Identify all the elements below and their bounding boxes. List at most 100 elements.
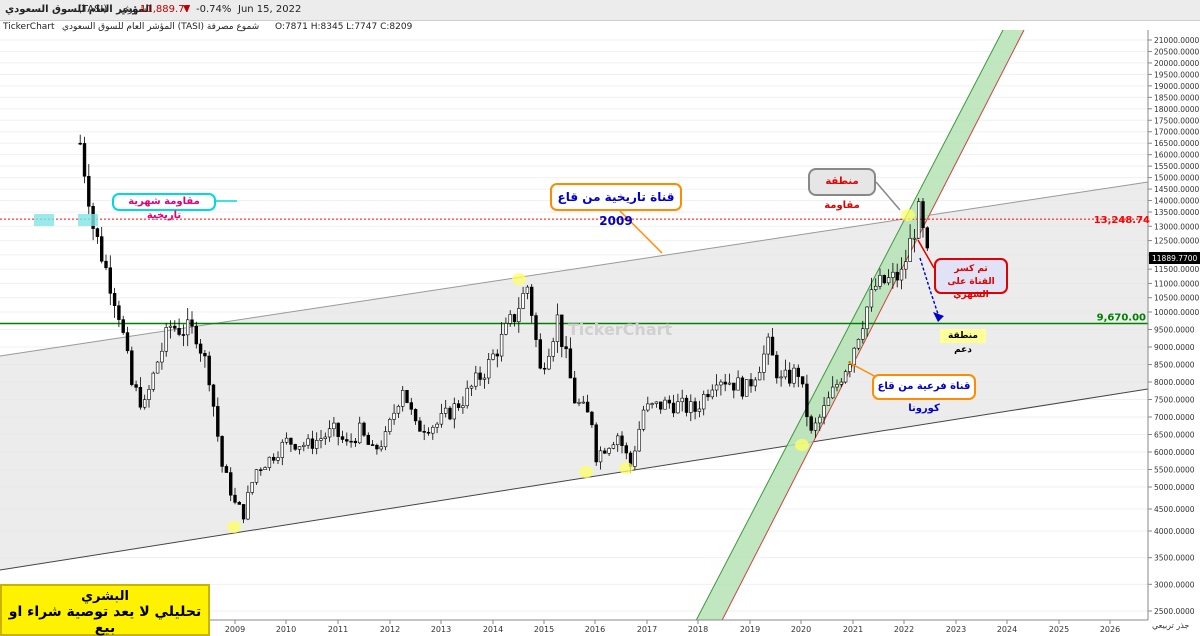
candle-body-94 — [482, 377, 487, 380]
candle-body-171 — [813, 422, 818, 431]
candle-body-51 — [297, 446, 302, 450]
candle-body-2 — [87, 175, 91, 207]
candle-body-73 — [392, 412, 396, 420]
corona-channel-upper[interactable] — [687, 29, 1004, 636]
candle-body-153 — [736, 377, 740, 391]
candle-body-116 — [577, 402, 581, 404]
candle-body-40 — [250, 482, 254, 493]
candle-body-98 — [499, 333, 504, 357]
candle-body-161 — [770, 336, 775, 356]
candle-body-145 — [701, 394, 706, 410]
historic-resistance-callout: مقاومة شهرية تاريخية — [112, 193, 216, 221]
candle-body-193 — [908, 238, 912, 262]
candle-body-27 — [194, 325, 198, 345]
candle-body-36 — [233, 494, 237, 503]
y-tick-label-7: 17500.0000 — [1154, 116, 1200, 125]
touch-highlight-5 — [901, 209, 915, 221]
candle-body-9 — [117, 305, 121, 320]
historic-resistance-text: مقاومة شهرية تاريخية — [128, 196, 200, 221]
x-tick-label-5: 2014 — [483, 625, 503, 634]
candle-body-182 — [861, 328, 865, 340]
author-name: البشري — [81, 589, 129, 604]
x-tick-label-9: 2018 — [688, 625, 708, 634]
candle-body-169 — [805, 383, 809, 418]
candle-body-136 — [663, 399, 667, 410]
ohlc-readout: O:7871 H:8345 L:7747 C:8209 — [275, 22, 413, 32]
channel-2009-text: قناة تاريخية من قاع 2009 — [557, 190, 675, 228]
x-tick-label-11: 2020 — [791, 625, 811, 634]
candle-body-129 — [633, 450, 637, 467]
candle-body-41 — [254, 469, 259, 483]
candle-body-180 — [852, 347, 856, 365]
candle-body-109 — [547, 355, 551, 370]
candle-body-133 — [650, 403, 654, 405]
candle-body-93 — [478, 372, 482, 380]
candle-body-11 — [125, 332, 130, 352]
candle-body-38 — [241, 504, 246, 520]
candle-body-187 — [882, 275, 887, 284]
y-tick-label-27: 7500.0000 — [1154, 396, 1195, 405]
candle-body-134 — [654, 401, 659, 404]
y-tick-label-16: 13000.0000 — [1154, 222, 1200, 231]
scale-mode-label[interactable]: جذر تربيعي — [1152, 621, 1190, 630]
candle-body-160 — [766, 336, 770, 355]
candle-body-122 — [603, 450, 607, 454]
candle-body-106 — [534, 315, 538, 340]
candle-body-48 — [284, 437, 289, 443]
candle-body-188 — [886, 277, 891, 284]
candle-body-30 — [207, 355, 211, 386]
candle-body-130 — [637, 429, 641, 452]
candle-body-39 — [246, 492, 250, 520]
y-axis-panel — [1148, 30, 1200, 620]
candle-body-47 — [280, 441, 284, 458]
candle-body-112 — [560, 314, 564, 347]
x-tick-label-3: 2012 — [380, 625, 400, 634]
projection-arrow — [919, 257, 939, 315]
candle-body-1 — [82, 143, 87, 177]
candle-body-78 — [413, 408, 418, 422]
candle-body-85 — [443, 407, 448, 414]
candle-body-164 — [783, 369, 788, 378]
period-label[interactable]: شهري — [120, 4, 147, 15]
y-tick-label-2: 20000.0000 — [1154, 59, 1200, 68]
candle-body-178 — [843, 371, 848, 383]
candle-body-104 — [525, 286, 530, 294]
x-tick-label-8: 2017 — [637, 625, 657, 634]
resistance-highlight-0 — [34, 214, 54, 226]
candle-body-31 — [211, 384, 216, 407]
candle-body-89 — [461, 405, 465, 408]
candle-body-88 — [456, 403, 461, 408]
candle-body-15 — [143, 399, 147, 408]
candle-body-181 — [856, 339, 861, 349]
candle-body-191 — [899, 268, 904, 281]
historic-channel-upper[interactable] — [0, 181, 1149, 357]
support-level-label: 9,670.00 — [1097, 313, 1146, 324]
resistance-level-label: 13,248.74 — [1094, 215, 1150, 226]
touch-highlight-1 — [579, 466, 593, 478]
candle-body-52 — [302, 444, 306, 447]
candle-body-99 — [504, 323, 508, 335]
y-tick-label-28: 7000.0000 — [1154, 413, 1195, 422]
candle-body-195 — [916, 201, 921, 239]
info-bar: TickerChart المؤشر العام للسوق السعودي (… — [0, 21, 700, 35]
candle-body-148 — [714, 384, 719, 391]
candle-body-28 — [198, 343, 203, 354]
candle-body-107 — [538, 339, 543, 369]
corona-channel-fill — [688, 30, 1024, 636]
candle-body-135 — [658, 401, 663, 410]
candle-body-139 — [676, 401, 680, 414]
candle-body-170 — [809, 416, 813, 431]
historic-channel-lower[interactable] — [0, 388, 1149, 571]
candle-body-69 — [375, 444, 379, 450]
candle-body-102 — [517, 308, 521, 323]
candle-body-196 — [921, 201, 925, 229]
candle-body-24 — [181, 334, 186, 336]
corona-channel-lower[interactable] — [713, 29, 1025, 636]
candle-body-54 — [310, 438, 315, 449]
candle-body-20 — [164, 327, 168, 352]
y-tick-label-0: 21000.0000 — [1154, 36, 1200, 45]
y-tick-label-24: 9000.0000 — [1154, 343, 1195, 352]
candle-body-177 — [839, 381, 844, 385]
y-tick-label-32: 5000.0000 — [1154, 483, 1195, 492]
